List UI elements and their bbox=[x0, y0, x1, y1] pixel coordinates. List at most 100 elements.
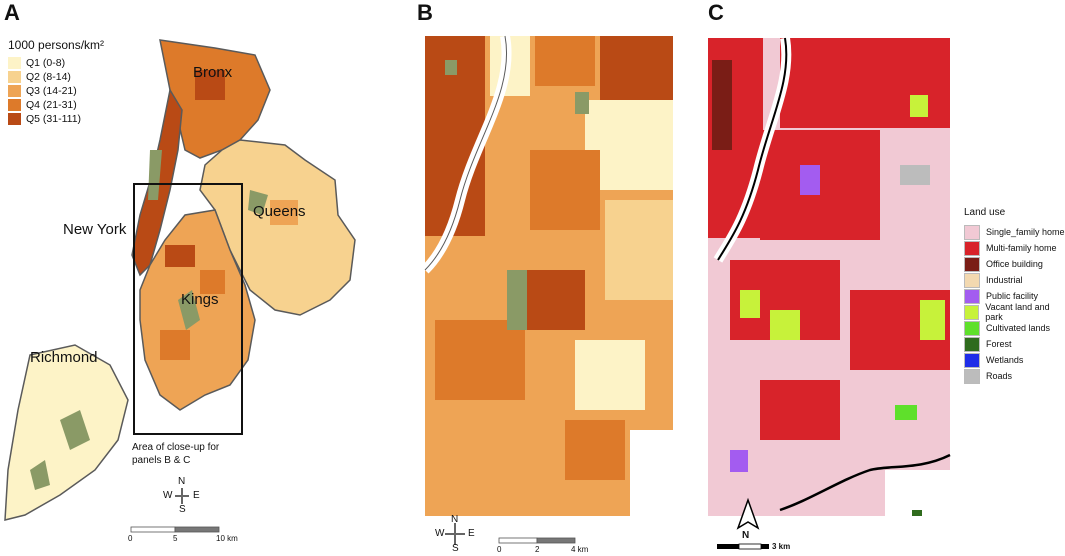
compass-n: N bbox=[451, 514, 459, 525]
density-block bbox=[530, 150, 600, 230]
closeup-note: Area of close-up for panels B & C bbox=[132, 441, 252, 467]
park-area bbox=[248, 190, 268, 215]
legend-item: Roads bbox=[964, 368, 1065, 384]
scale-label: 3 km bbox=[772, 542, 791, 551]
park-area bbox=[445, 60, 457, 75]
park-area bbox=[575, 92, 589, 114]
panel-letter: C bbox=[708, 0, 724, 25]
legend-label: Q5 (31-111) bbox=[26, 113, 82, 125]
density-block bbox=[525, 270, 585, 330]
scale-mid: 2 bbox=[535, 545, 540, 554]
scale-end: 4 km bbox=[571, 545, 589, 554]
label-bronx: Bronx bbox=[193, 64, 233, 81]
scale-labels: 0 2 4 km bbox=[497, 545, 597, 555]
compass-e: E bbox=[193, 490, 200, 501]
legend-item: Multi-family home bbox=[964, 240, 1065, 256]
closeup-box bbox=[133, 183, 243, 435]
borough-polygons bbox=[4, 39, 356, 521]
compass-e: E bbox=[468, 528, 475, 539]
compass-s: S bbox=[452, 543, 459, 554]
density-block bbox=[565, 420, 625, 480]
legend-swatch bbox=[8, 113, 21, 125]
density-block bbox=[160, 330, 190, 360]
legend-title: Land use bbox=[964, 207, 1006, 218]
panel-letter: B bbox=[417, 0, 433, 25]
river-outline bbox=[424, 35, 507, 271]
park-area bbox=[148, 150, 162, 200]
legend-title: 1000 persons/km² bbox=[8, 38, 105, 52]
legend-swatch bbox=[964, 224, 980, 240]
density-block bbox=[435, 320, 525, 400]
scalebar-white bbox=[738, 543, 762, 550]
north-arrow-icon bbox=[736, 497, 760, 530]
legend-label: Wetlands bbox=[986, 355, 1024, 365]
density-block bbox=[270, 200, 298, 225]
compass-w: W bbox=[435, 528, 445, 539]
legend-item: Q1 (0-8) bbox=[8, 56, 104, 70]
legend-label: Cultivated lands bbox=[986, 323, 1051, 333]
legend-swatch bbox=[8, 57, 21, 69]
legend-label: Q2 (8-14) bbox=[26, 71, 71, 83]
legend-swatch bbox=[964, 304, 980, 320]
scale-labels: 0 5 10 km bbox=[128, 534, 238, 546]
legend-item: Q3 (14-21) bbox=[8, 84, 104, 98]
density-closeup-map bbox=[421, 35, 673, 545]
legend-label: Q4 (21-31) bbox=[26, 99, 77, 111]
label-queens: Queens bbox=[253, 203, 306, 220]
closeup-blocks bbox=[425, 36, 673, 516]
density-block bbox=[195, 70, 225, 100]
legend-item: Wetlands bbox=[964, 352, 1065, 368]
legend-item: Office building bbox=[964, 256, 1065, 272]
density-block bbox=[455, 420, 545, 500]
legend-swatch bbox=[8, 99, 21, 111]
land-use-map bbox=[708, 37, 951, 550]
scalebar-black bbox=[717, 544, 739, 549]
coastline bbox=[717, 37, 788, 261]
scale-mid: 5 bbox=[173, 534, 178, 543]
density-block bbox=[630, 430, 673, 516]
legend-swatch bbox=[964, 272, 980, 288]
legend-label: Q3 (14-21) bbox=[26, 85, 77, 97]
legend-swatch bbox=[964, 368, 980, 384]
legend-item: Q5 (31-111) bbox=[8, 112, 104, 126]
panel-b: B N W E S bbox=[415, 0, 680, 556]
label-kings: Kings bbox=[181, 291, 219, 308]
legend-label: Public facility bbox=[986, 291, 1039, 301]
legend-swatch bbox=[964, 352, 980, 368]
panel-letter: A bbox=[4, 0, 20, 25]
legend-label: Office building bbox=[986, 259, 1043, 269]
legend-item: Public facility bbox=[964, 288, 1065, 304]
park-area bbox=[507, 270, 527, 330]
legend-label: Vacant land and park bbox=[985, 302, 1050, 322]
park-area bbox=[60, 410, 90, 450]
scale-end: 10 km bbox=[216, 534, 238, 543]
compass-rose: N W E S bbox=[435, 514, 477, 556]
scale-start: 0 bbox=[128, 534, 133, 543]
legend-swatch bbox=[8, 71, 21, 83]
compass-w: W bbox=[163, 490, 173, 501]
park-area bbox=[30, 460, 50, 490]
scale-start: 0 bbox=[497, 545, 502, 554]
scalebar-black bbox=[761, 544, 769, 549]
panel-c: C bbox=[700, 0, 1065, 556]
legend-swatch bbox=[964, 288, 980, 304]
legend-swatch bbox=[964, 320, 980, 336]
north-label: N bbox=[742, 530, 750, 541]
legend-label: Roads bbox=[986, 371, 1013, 381]
scalebar-white bbox=[130, 526, 176, 533]
legend-item: Single_family home bbox=[964, 224, 1065, 240]
legend-item: Vacant land and park bbox=[964, 302, 1065, 322]
legend-label: Single_family home bbox=[986, 227, 1065, 237]
coastline bbox=[779, 453, 951, 512]
label-new-york: New York bbox=[63, 221, 127, 238]
density-block bbox=[605, 200, 673, 300]
density-map-nyc: Bronx Queens New York Kings Richmond bbox=[4, 39, 356, 533]
compass-rose: N W E S bbox=[163, 476, 203, 516]
legend-swatch bbox=[8, 85, 21, 97]
scalebar-grey bbox=[536, 537, 576, 544]
compass-s: S bbox=[179, 504, 186, 515]
legend-item: Cultivated lands bbox=[964, 320, 1065, 336]
scalebar-grey bbox=[174, 526, 220, 533]
legend-item: Forest bbox=[964, 336, 1065, 352]
legend-swatch bbox=[964, 256, 980, 272]
